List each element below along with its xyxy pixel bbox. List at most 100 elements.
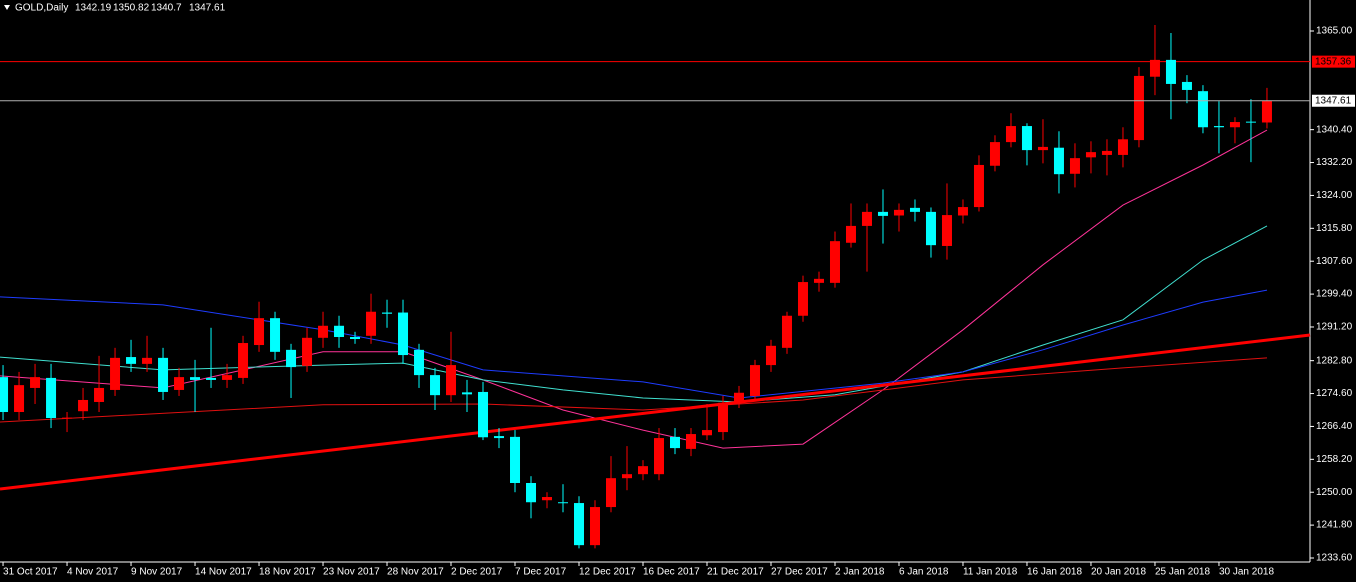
candle-body [126,357,137,364]
candle-body [989,142,1000,166]
candle-body [142,357,153,364]
candle-body [78,399,89,412]
candle-body [1085,152,1096,158]
y-tick-label: 1324.00 [1316,190,1353,201]
candle-body [334,325,345,338]
candle-body [1261,100,1272,123]
x-tick-label: 18 Nov 2017 [259,567,316,578]
x-tick-label: 6 Jan 2018 [899,567,949,578]
candle-body [0,377,9,413]
x-tick-label: 23 Nov 2017 [323,567,380,578]
y-tick-label: 1266.40 [1316,421,1353,432]
candle-body [174,377,185,390]
y-tick-label: 1340.40 [1316,124,1353,135]
y-tick-label: 1332.20 [1316,157,1353,168]
candle-body [238,343,249,378]
candle-body [430,375,441,396]
y-tick-label: 1315.80 [1316,223,1353,234]
y-tick-label: 1274.60 [1316,388,1353,399]
header-close: 1347.61 [189,3,226,14]
candle-body [925,211,936,246]
candle-body [30,377,41,388]
candle-body [653,438,664,475]
candle-body [973,164,984,208]
candle-body [1069,158,1080,174]
candle-body [158,357,169,392]
candle-body [302,337,313,366]
menu-arrow[interactable] [4,5,10,10]
candle-body [957,207,968,216]
candle-body [110,357,121,390]
candle-body [222,375,233,380]
chart-title: GOLD,Daily [15,3,68,14]
candle-body [733,392,744,403]
candle-body [542,497,553,501]
x-tick-label: 12 Dec 2017 [579,567,636,578]
candle-body [190,377,201,380]
indicator-line [0,225,1268,403]
candle-body [1053,147,1064,175]
candle-body [270,318,281,352]
candle-body [526,482,537,503]
candle-body [574,503,585,546]
x-tick-label: 2 Dec 2017 [451,567,503,578]
x-tick-label: 25 Jan 2018 [1155,567,1210,578]
candle-body [1181,81,1192,90]
candle-body [462,392,473,395]
candle-body [781,315,792,348]
candle-body [1229,122,1240,128]
candle-body [254,318,265,346]
candle-body [813,278,824,283]
y-tick-label: 1282.80 [1316,355,1353,366]
candle-body [941,215,952,246]
candle-body [494,436,505,439]
candle-body [717,402,728,433]
candle-body [829,241,840,283]
candle-body [622,474,633,479]
y-tick-label: 1250.00 [1316,487,1353,498]
candle-body [606,478,617,508]
candle-body [510,436,521,483]
bid-label: 1347.61 [1315,95,1352,106]
candle-body [1245,121,1256,123]
candle-body [1005,126,1016,143]
candle-body [1117,139,1128,155]
candle-body [558,502,569,504]
y-tick-label: 1365.00 [1316,26,1353,37]
candle-body [14,385,25,413]
candle-body [94,387,105,402]
x-tick-label: 7 Dec 2017 [515,567,567,578]
y-tick-label: 1233.60 [1316,553,1353,564]
candle-body [62,417,73,419]
candle-body [1165,59,1176,84]
candle-body [845,225,856,243]
candle-body [206,377,217,380]
header-open: 1342.19 [75,3,112,14]
x-tick-label: 31 Oct 2017 [3,567,58,578]
candle-body [1197,91,1208,128]
candle-body [478,391,489,438]
indicator-line [0,129,1268,449]
candle-body [797,282,808,316]
x-tick-label: 21 Dec 2017 [707,567,764,578]
candle-body [749,365,760,396]
candle-body [366,311,377,336]
y-tick-label: 1307.60 [1316,256,1353,267]
candle-body [1133,75,1144,141]
x-tick-label: 14 Nov 2017 [195,567,252,578]
y-tick-label: 1258.20 [1316,454,1353,465]
candle-body [861,211,872,226]
x-tick-label: 28 Nov 2017 [387,567,444,578]
x-tick-label: 2 Jan 2018 [835,567,885,578]
candle-body [638,466,649,475]
x-tick-label: 9 Nov 2017 [131,567,183,578]
candle-body [590,507,601,546]
candle-body [877,211,888,216]
header-high: 1350.82 [113,3,150,14]
candle-body [1149,59,1160,77]
level-label-box [1312,55,1355,68]
level-label: 1357.36 [1315,56,1352,67]
